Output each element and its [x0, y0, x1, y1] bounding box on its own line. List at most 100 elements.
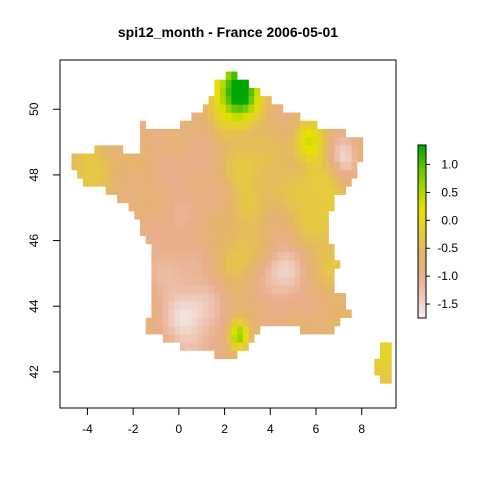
raster-cell — [191, 128, 198, 138]
colorbar-segment — [418, 309, 426, 313]
raster-cell — [202, 186, 209, 195]
raster-cell — [248, 260, 255, 269]
raster-cell — [271, 268, 278, 277]
raster-cell — [322, 137, 329, 146]
raster-cell — [174, 128, 181, 138]
raster-cell — [225, 145, 232, 154]
raster-cell — [265, 293, 272, 302]
raster-cell — [248, 153, 255, 163]
raster-cell — [180, 211, 187, 220]
raster-cell — [225, 137, 232, 146]
raster-cell — [105, 145, 112, 154]
raster-cell — [208, 178, 215, 187]
raster-cell — [168, 219, 175, 228]
raster-cell — [191, 202, 198, 212]
raster-cell — [248, 169, 255, 179]
raster-cell — [208, 169, 215, 179]
raster-cell — [322, 161, 329, 171]
raster-cell — [174, 219, 181, 228]
raster-cell — [168, 186, 175, 195]
raster-cell — [191, 145, 198, 154]
raster-cell — [202, 260, 209, 269]
raster-cell — [220, 169, 227, 179]
raster-cell — [351, 153, 358, 163]
raster-cell — [248, 309, 255, 319]
raster-cell — [128, 178, 135, 187]
raster-cell — [185, 276, 192, 286]
raster-cell — [202, 268, 209, 277]
raster-cell — [220, 112, 227, 122]
colorbar-tick-label: -1.5 — [437, 297, 458, 311]
raster-cell — [185, 178, 192, 187]
raster-cell — [328, 153, 335, 163]
raster-cell — [277, 112, 284, 122]
raster-cell — [225, 284, 232, 294]
raster-cell — [231, 268, 238, 277]
raster-cell — [265, 276, 272, 286]
raster-cell — [260, 120, 267, 130]
raster-cell — [322, 293, 329, 302]
raster-cell — [317, 317, 324, 327]
raster-cell — [271, 309, 278, 319]
raster-cell — [311, 211, 318, 220]
raster-cell — [380, 375, 387, 384]
raster-cell — [214, 325, 221, 335]
raster-cell — [88, 169, 95, 179]
raster-cell — [208, 317, 215, 327]
raster-cell — [168, 284, 175, 294]
raster-cell — [174, 276, 181, 286]
raster-cell — [294, 161, 301, 171]
raster-cell — [248, 178, 255, 187]
raster-cell — [282, 202, 289, 212]
raster-cell — [191, 112, 198, 122]
raster-cell — [185, 235, 192, 245]
raster-cell — [122, 194, 129, 204]
raster-cell — [191, 252, 198, 261]
raster-cell — [225, 120, 232, 130]
colorbar-segment — [418, 294, 426, 299]
raster-cell — [220, 219, 227, 228]
colorbar-segment — [418, 280, 426, 284]
raster-cell — [334, 178, 341, 187]
colorbar-segment — [418, 194, 426, 198]
raster-cell — [157, 161, 164, 171]
raster-cell — [220, 235, 227, 245]
raster-cell — [157, 243, 164, 253]
raster-cell — [174, 137, 181, 146]
raster-cell — [294, 293, 301, 302]
raster-cell — [151, 186, 158, 195]
raster-cell — [277, 169, 284, 179]
raster-cell — [197, 169, 204, 179]
x-tick-label: 6 — [313, 422, 320, 436]
raster-cell — [208, 194, 215, 204]
raster-cell — [214, 120, 221, 130]
raster-cell — [305, 284, 312, 294]
raster-cell — [271, 252, 278, 261]
raster-cell — [214, 87, 221, 97]
raster-cell — [294, 178, 301, 187]
raster-cell — [105, 169, 112, 179]
raster-cell — [305, 268, 312, 277]
raster-cell — [162, 169, 169, 179]
raster-cell — [305, 293, 312, 302]
raster-cell — [317, 235, 324, 245]
raster-cell — [254, 104, 261, 113]
raster-cell — [185, 161, 192, 171]
raster-cell — [214, 227, 221, 236]
raster-cell — [180, 334, 187, 343]
raster-cell — [260, 128, 267, 138]
raster-cell — [231, 145, 238, 154]
raster-cell — [214, 211, 221, 220]
raster-cell — [237, 276, 244, 286]
y-tick-label: 48 — [27, 168, 41, 182]
raster-cell — [294, 128, 301, 138]
raster-cell — [197, 284, 204, 294]
raster-cell — [294, 276, 301, 286]
colorbar-segment — [418, 237, 426, 241]
raster-cell — [242, 169, 249, 179]
raster-cell — [311, 227, 318, 236]
raster-cell — [202, 284, 209, 294]
raster-cell — [288, 153, 295, 163]
raster-cell — [208, 260, 215, 269]
raster-cell — [88, 178, 95, 187]
